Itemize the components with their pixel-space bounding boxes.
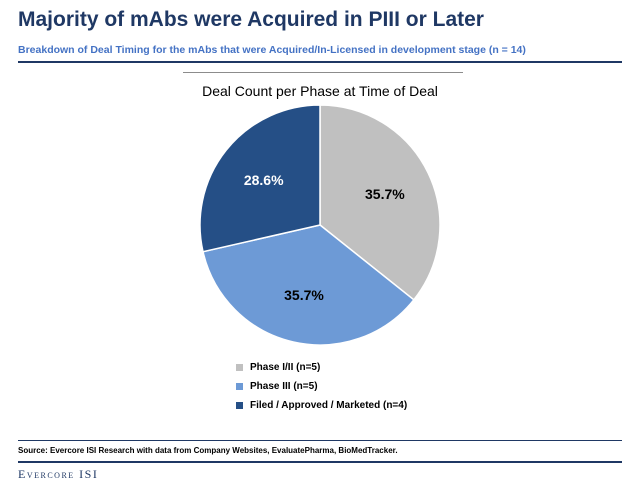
pie-label-phase-i-ii-n-5: 35.7% (365, 186, 405, 202)
pie-label-filed-approved-marketed-n-4: 28.6% (244, 172, 284, 188)
chart-title: Deal Count per Phase at Time of Deal (202, 83, 438, 99)
legend-label-phase-1-2: Phase I/II (n=5) (250, 362, 321, 373)
legend-label-filed-approved-marketed: Filed / Approved / Marketed (n=4) (250, 400, 408, 411)
legend-item-phase-1-2: Phase I/II (n=5) (236, 358, 407, 377)
page-title: Majority of mAbs were Acquired in PIII o… (18, 8, 484, 31)
pie-label-phase-iii-n-5: 35.7% (284, 287, 324, 303)
page-subtitle: Breakdown of Deal Timing for the mAbs th… (18, 44, 526, 56)
footer-divider (18, 461, 622, 463)
brand-logo-text: Evercore ISI (18, 467, 99, 481)
legend-label-phase-3: Phase III (n=5) (250, 381, 318, 392)
chart-top-divider (183, 72, 463, 73)
source-note: Source: Evercore ISI Research with data … (18, 446, 398, 455)
chart-legend: Phase I/II (n=5) Phase III (n=5) Filed /… (236, 358, 407, 415)
legend-swatch-phase-3 (236, 383, 243, 390)
legend-swatch-phase-1-2 (236, 364, 243, 371)
pie-slice-phase-iii-n-5 (202, 224, 415, 346)
legend-swatch-filed-approved-marketed (236, 402, 243, 409)
pie-slice-phase-i-ii-n-5 (319, 104, 441, 301)
legend-item-phase-3: Phase III (n=5) (236, 377, 407, 396)
source-divider (18, 440, 622, 441)
legend-item-filed-approved-marketed: Filed / Approved / Marketed (n=4) (236, 396, 407, 415)
pie-slice-filed-approved-marketed-n-4 (199, 104, 321, 253)
header-divider (18, 61, 622, 63)
